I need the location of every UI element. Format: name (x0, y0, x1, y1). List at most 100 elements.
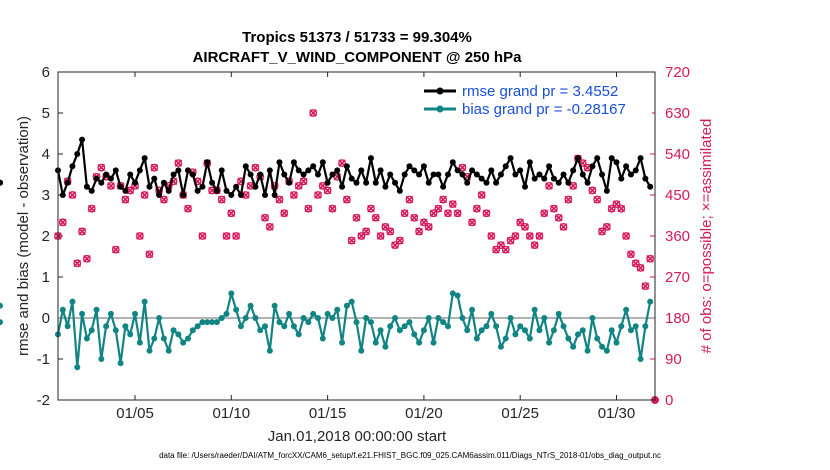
rmse-point (180, 192, 187, 198)
obs-assimilated-point (535, 232, 544, 240)
obs-possible-point (338, 159, 346, 168)
bias-point (290, 323, 297, 330)
obs-assimilated-point (622, 232, 630, 240)
rmse-point (411, 167, 418, 174)
obs-assimilated-point (641, 282, 650, 290)
rmse-point (184, 167, 191, 174)
rmse-series-line (56, 138, 652, 197)
bias-point (295, 331, 302, 338)
y-tick-label: 0 (42, 310, 50, 327)
rmse-point (483, 179, 490, 186)
chart-title: Tropics 51373 / 51733 = 99.304% (242, 29, 472, 46)
obs-assimilated-point (150, 163, 159, 172)
obs-assimilated-point (121, 195, 130, 204)
obs-possible-point (487, 232, 496, 240)
rmse-point (0, 179, 3, 186)
y-right-tick-label: 180 (665, 310, 690, 327)
obs-possible-point (232, 232, 241, 240)
obs-possible-point (429, 209, 438, 218)
rmse-point (141, 155, 148, 162)
bias-point (493, 323, 500, 330)
obs-possible-point (73, 259, 82, 268)
bias-point (93, 306, 100, 313)
obs-possible-point (386, 227, 395, 236)
rmse-point (286, 179, 293, 186)
bias-point (127, 331, 134, 338)
obs-assimilated-point (588, 186, 597, 195)
obs-possible-point (516, 218, 525, 227)
rmse-point (363, 179, 370, 186)
obs-possible-point (376, 232, 385, 240)
rmse-point (281, 171, 288, 178)
bias-point (647, 298, 654, 305)
obs-assimilated-point (468, 218, 476, 227)
bias-point (334, 306, 341, 313)
obs-assimilated-point (78, 227, 86, 236)
y-tick-label: 1 (42, 269, 50, 286)
obs-assimilated-point (160, 195, 168, 204)
obs-possible-point (458, 163, 467, 172)
rmse-point (459, 171, 466, 178)
obs-possible-point (135, 232, 144, 240)
obs-assimilated-point (83, 255, 91, 263)
rmse-point (565, 179, 572, 186)
obs-possible-point (217, 195, 226, 204)
obs-assimilated-point (564, 195, 573, 204)
obs-possible-point (525, 232, 534, 240)
rmse-point (416, 171, 423, 178)
x-tick-labels: 01/05 01/10 01/15 01/20 01/25 01/30 (116, 405, 635, 422)
obs-possible-point (304, 204, 313, 213)
obs-possible-point (352, 213, 361, 222)
rmse-point (372, 179, 379, 186)
rmse-point (599, 171, 606, 178)
x-tick-label: 01/30 (598, 405, 636, 422)
obs-possible-point (342, 195, 351, 204)
y-right-tick-label: 0 (665, 392, 673, 409)
rmse-point (425, 179, 432, 186)
bias-point (594, 335, 601, 342)
obs-possible-point (559, 222, 568, 231)
bias-point (286, 310, 293, 317)
bias-point (0, 319, 3, 326)
obs-assimilated-point (328, 204, 337, 213)
bias-point (228, 290, 235, 297)
obs-possible-point (371, 213, 380, 222)
obs-assimilated-point (136, 232, 144, 240)
obs-possible-point (607, 204, 616, 213)
bias-point (209, 319, 216, 326)
rmse-point (353, 179, 360, 186)
obs-assimilated-point (314, 191, 322, 199)
bias-point (194, 323, 201, 330)
rmse-point (175, 167, 182, 174)
obs-assimilated-point (217, 195, 226, 204)
obs-assimilated-point (540, 209, 549, 217)
bias-point (444, 323, 451, 330)
bias-point (454, 292, 461, 299)
obs-assimilated-point (232, 232, 240, 240)
rmse-point (262, 192, 269, 198)
bias-point (478, 327, 485, 334)
bias-point (319, 335, 326, 342)
bias-point (262, 323, 269, 330)
obs-assimilated-point (521, 223, 529, 231)
obs-assimilated-point (550, 204, 558, 213)
bias-point (574, 331, 581, 338)
bias-series-line (56, 292, 652, 369)
obs-possible-point (261, 213, 269, 222)
bias-point (377, 327, 384, 334)
obs-assimilated-point (627, 250, 635, 258)
rmse-point (343, 163, 350, 170)
bias-point (483, 323, 490, 330)
bias-point (372, 339, 379, 346)
bias-point (599, 343, 606, 350)
rmse-point (536, 171, 543, 178)
rmse-point (170, 171, 177, 178)
rmse-point (555, 179, 562, 186)
x-tick-label: 01/05 (116, 405, 154, 422)
obs-possible-point (400, 209, 409, 218)
bias-point (117, 360, 124, 367)
obs-possible-point (150, 163, 159, 172)
rmse-point (382, 183, 389, 190)
x-tick-label: 01/15 (309, 405, 347, 422)
rmse-point (367, 155, 374, 162)
